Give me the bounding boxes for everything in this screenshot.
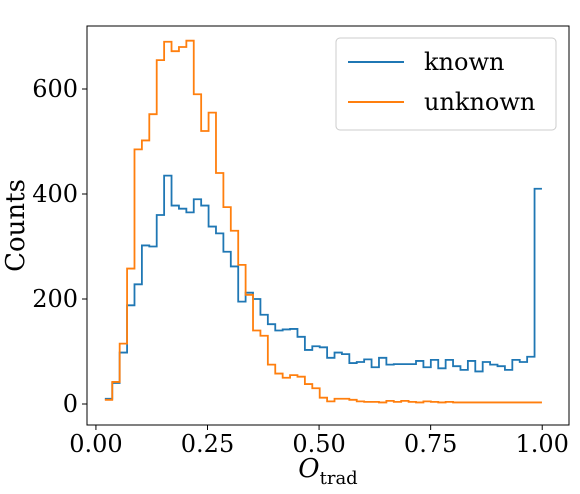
y-tick-label: 600: [32, 75, 78, 103]
y-axis-label: Counts: [1, 179, 31, 272]
x-tick-label: 0.00: [69, 430, 122, 458]
legend: known unknown: [335, 37, 557, 131]
x-tick-label: 0.25: [181, 430, 234, 458]
series-known-line: [104, 174, 542, 400]
plot-frame: [86, 25, 570, 426]
y-tick-label: 0: [63, 390, 78, 418]
legend-label-unknown: unknown: [424, 88, 535, 116]
x-axis: 0.00 0.25 0.50 0.75 1.00: [69, 425, 569, 458]
x-axis-label: Otrad: [298, 454, 357, 489]
legend-label-known: known: [424, 48, 504, 76]
x-tick-label: 0.50: [292, 430, 345, 458]
plot-area: [104, 39, 542, 404]
x-tick-label: 0.75: [404, 430, 457, 458]
y-axis: 0 200 400 600: [32, 75, 87, 418]
y-tick-label: 200: [32, 285, 78, 313]
series-unknown-line: [104, 39, 542, 404]
y-tick-label: 400: [32, 180, 78, 208]
x-tick-label: 1.00: [516, 430, 569, 458]
